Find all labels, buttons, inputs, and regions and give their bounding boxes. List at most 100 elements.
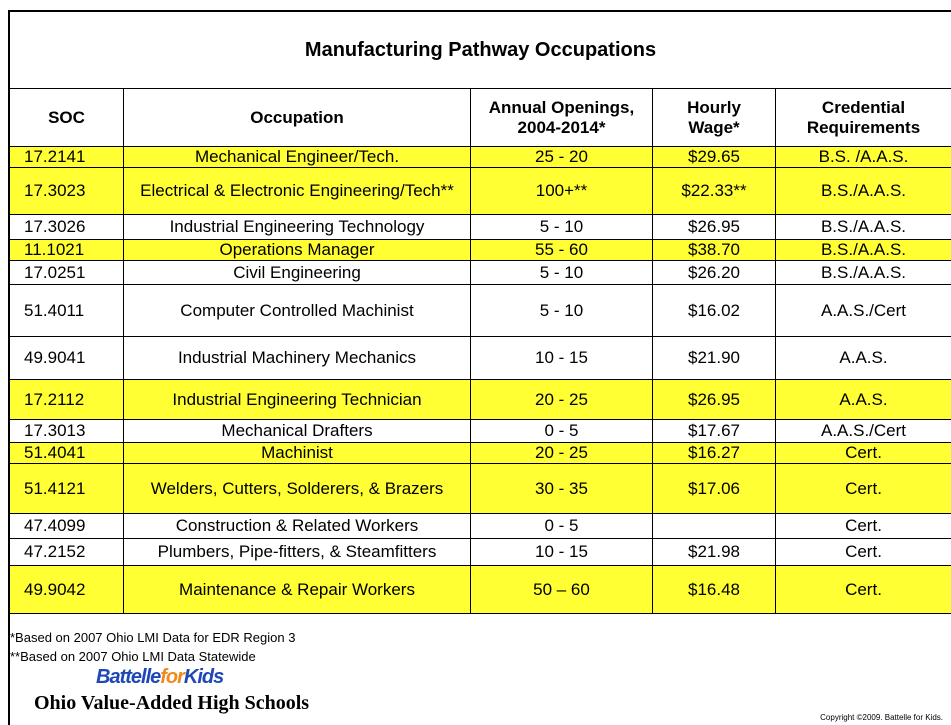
header-cell: SOC [9,88,124,147]
table-cell: 25 - 20 [470,146,653,168]
table-row: 17.0251 Civil Engineering 5 - 10 $26.20 B.S.… [9,260,951,285]
table-cell: Cert. [775,565,951,614]
table-cell: 47.4099 [9,513,124,539]
table-row: 49.9041 Industrial Machinery Mechanics 10 … [9,336,951,380]
table-cell: B.S./A.A.S. [775,214,951,240]
table-cell: Construction & Related Workers [123,513,471,539]
table-cell: B.S./A.A.S. [775,167,951,215]
table-cell: B.S./A.A.S. [775,260,951,285]
table-cell: $29.65 [652,146,776,168]
table-cell: 50 – 60 [470,565,653,614]
table-cell: Cert. [775,513,951,539]
table-cell: Industrial Machinery Mechanics [123,336,471,380]
table-cell: $16.02 [652,284,776,337]
table-cell: 51.4121 [9,463,124,514]
logo-word: Kids [183,666,224,688]
table-cell: $26.95 [652,214,776,240]
table-cell: A.A.S. [775,336,951,380]
table-cell: 100+** [470,167,653,215]
table-cell: 51.4041 [9,442,124,464]
table-cell: A.A.S./Cert [775,419,951,443]
table-cell: Cert. [775,538,951,566]
table-row: 51.4011 Computer Controlled Machinist 5 - … [9,284,951,337]
header-cell: Credential Requirements [775,88,951,147]
header-text: Requirements [806,117,921,137]
table-cell: Welders, Cutters, Solderers, & Brazers [123,463,471,514]
table-row: 11.1021 Operations Manager 55 - 60 $38.70 B.… [9,239,951,261]
table-cell: $22.33** [652,167,776,215]
table-cell: 0 - 5 [470,513,653,539]
table-cell: 55 - 60 [470,239,653,261]
table-cell: Industrial Engineering Technology [123,214,471,240]
table-cell: 5 - 10 [470,214,653,240]
header-text: SOC [48,107,85,127]
title: Manufacturing Pathway Occupations [304,39,657,61]
table-cell: 17.2112 [9,379,124,420]
header-cell: Occupation [123,88,471,147]
table-cell [652,513,776,539]
table-cell: A.A.S. [775,379,951,420]
table-cell: $16.27 [652,442,776,464]
table-cell: B.S./A.A.S. [775,239,951,261]
table-cell: 30 - 35 [470,463,653,514]
footnote: *Based on 2007 Ohio LMI Data for EDR Reg… [10,630,296,645]
logo-word: for [160,666,185,688]
table-row: 17.3026 Industrial Engineering Technology… [9,214,951,240]
table-cell: Cert. [775,442,951,464]
table-cell: Civil Engineering [123,260,471,285]
table-cell: 20 - 25 [470,379,653,420]
header-text: Hourly [687,97,741,117]
table-cell: Maintenance & Repair Workers [123,565,471,614]
table-cell: Computer Controlled Machinist [123,284,471,337]
logo-word: Battelle [96,666,161,688]
table-cell: $17.06 [652,463,776,514]
table-cell: 17.2141 [9,146,124,168]
logo-brand: BattelleforKids [96,666,224,689]
logo-subtitle: Ohio Value-Added High Schools [34,692,310,714]
table-row: 47.2152 Plumbers, Pipe-fitters, & Steamfi… [9,538,951,566]
header-text: Annual Openings, [488,97,635,117]
table-cell: Cert. [775,463,951,514]
table-cell: 49.9042 [9,565,124,614]
header-text: Credential [821,97,906,117]
table-cell: Industrial Engineering Technician [123,379,471,420]
header-cell: Hourly Wage* [652,88,776,147]
table-cell: 47.2152 [9,538,124,566]
table-row: 17.3023 Electrical & Electronic Engineeri… [9,167,951,215]
table-cell: 0 - 5 [470,419,653,443]
table-cell: Operations Manager [123,239,471,261]
table-row: 17.3013 Mechanical Drafters 0 - 5 $17.67 A.A… [9,419,951,443]
table-cell: 17.3023 [9,167,124,215]
footnotes: *Based on 2007 Ohio LMI Data for EDR Reg… [10,628,295,666]
table-cell: 17.3013 [9,419,124,443]
table-cell: $16.48 [652,565,776,614]
table-cell: B.S. /A.A.S. [775,146,951,168]
table-cell: 5 - 10 [470,260,653,285]
table-cell: 49.9041 [9,336,124,380]
table-cell: Machinist [123,442,471,464]
table-row: 17.2141 Mechanical Engineer/Tech. 25 - 20 $… [9,146,951,168]
table-cell: 10 - 15 [470,538,653,566]
table: SOC Occupation Annual Openings, 2004-2014* H… [9,88,951,614]
header-text: 2004-2014* [517,117,606,137]
table-row: 47.4099 Construction & Related Workers 0 -… [9,513,951,539]
table-cell: Mechanical Drafters [123,419,471,443]
copyright: Copyright ©2009. Battelle for Kids. [820,713,943,722]
table-row: 51.4121 Welders, Cutters, Solderers, & Br… [9,463,951,514]
table-row: 17.2112 Industrial Engineering Technician… [9,379,951,420]
table-row: 51.4041 Machinist 20 - 25 $16.27 Cert. [9,442,951,464]
table-cell: $17.67 [652,419,776,443]
footnote: **Based on 2007 Ohio LMI Data Statewide [10,649,256,664]
table-cell: 5 - 10 [470,284,653,337]
table-cell: $21.90 [652,336,776,380]
header-text: Wage* [688,117,740,137]
table-cell: Plumbers, Pipe-fitters, & Steamfitters [123,538,471,566]
table-row: 49.9042 Maintenance & Repair Workers 50 – … [9,565,951,614]
table-cell: $38.70 [652,239,776,261]
table-cell: Electrical & Electronic Engineering/Tech… [123,167,471,215]
table-cell: $21.98 [652,538,776,566]
header-row: SOC Occupation Annual Openings, 2004-2014* H… [9,88,951,147]
header-text: Occupation [250,107,344,127]
table-cell: Mechanical Engineer/Tech. [123,146,471,168]
